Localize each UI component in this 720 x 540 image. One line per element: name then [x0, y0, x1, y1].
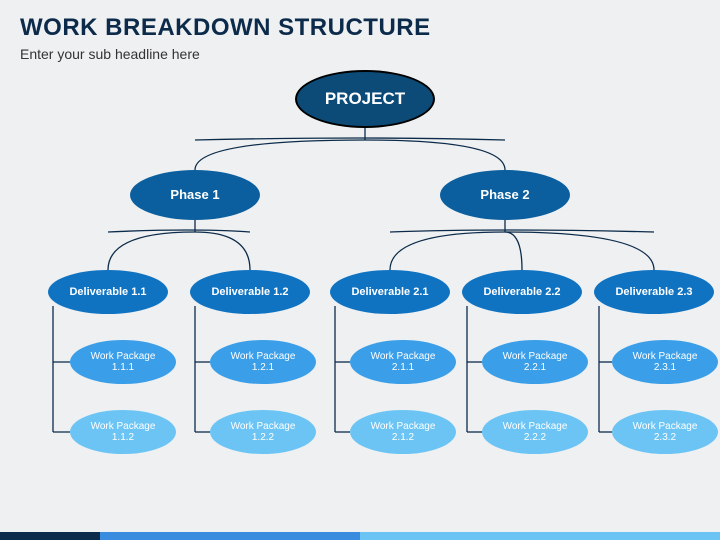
- node-wp111: Work Package 1.1.1: [70, 340, 176, 384]
- page-subtitle: Enter your sub headline here: [20, 46, 200, 62]
- node-phase2: Phase 2: [440, 170, 570, 220]
- slide: WORK BREAKDOWN STRUCTURE Enter your sub …: [0, 0, 720, 540]
- node-d11: Deliverable 1.1: [48, 270, 168, 314]
- node-d21: Deliverable 2.1: [330, 270, 450, 314]
- node-project: PROJECT: [295, 70, 435, 128]
- node-wp221: Work Package 2.2.1: [482, 340, 588, 384]
- node-wp212: Work Package 2.1.2: [350, 410, 456, 454]
- node-wp122: Work Package 1.2.2: [210, 410, 316, 454]
- node-phase1: Phase 1: [130, 170, 260, 220]
- node-wp231: Work Package 2.3.1: [612, 340, 718, 384]
- page-title: WORK BREAKDOWN STRUCTURE: [20, 14, 431, 42]
- node-d22: Deliverable 2.2: [462, 270, 582, 314]
- footer-bar: [0, 532, 720, 540]
- node-d12: Deliverable 1.2: [190, 270, 310, 314]
- node-d23: Deliverable 2.3: [594, 270, 714, 314]
- node-wp121: Work Package 1.2.1: [210, 340, 316, 384]
- node-wp222: Work Package 2.2.2: [482, 410, 588, 454]
- node-wp112: Work Package 1.1.2: [70, 410, 176, 454]
- node-wp232: Work Package 2.3.2: [612, 410, 718, 454]
- node-wp211: Work Package 2.1.1: [350, 340, 456, 384]
